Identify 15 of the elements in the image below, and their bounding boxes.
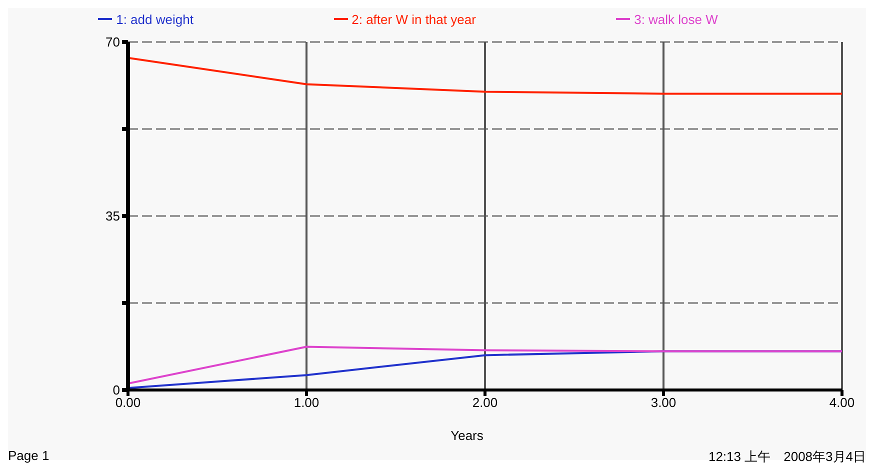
x-tick-label: 3.00 xyxy=(650,395,676,410)
text: Page 1 xyxy=(8,448,50,463)
x-tick-label: 2.00 xyxy=(472,395,498,410)
x-tick-label: 0.00 xyxy=(115,395,141,410)
legend-label: 2: after W in that year xyxy=(350,12,476,26)
x-axis-title: Years xyxy=(450,428,484,443)
y-tick-label: 35 xyxy=(106,208,120,224)
legend-label: 1: add weight xyxy=(115,12,194,26)
y-tick-label: 0 xyxy=(112,382,120,398)
line-series xyxy=(128,56,842,95)
y-tick-label: 70 xyxy=(106,34,120,50)
legend-label: 3: walk lose W xyxy=(633,12,718,26)
text: 12:13 上午 2008年3月4日 xyxy=(708,448,866,466)
x-tick-label: 1.00 xyxy=(294,395,320,410)
x-tick-label: 4.00 xyxy=(829,395,855,410)
